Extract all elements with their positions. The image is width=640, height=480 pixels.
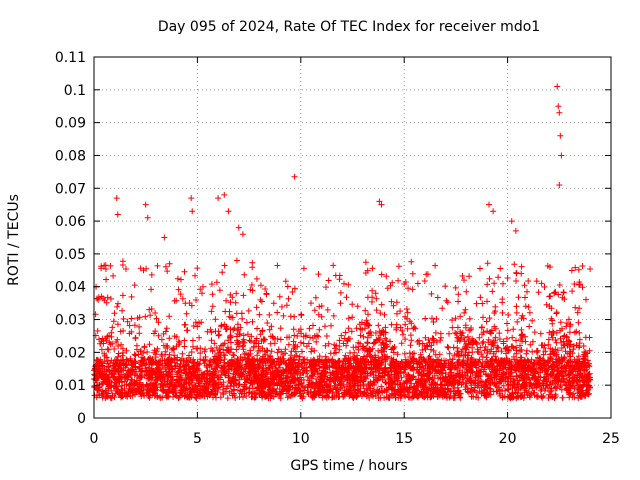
x-tick-label: 0	[90, 431, 99, 447]
y-tick-label: 0.06	[55, 214, 86, 230]
y-tick-label: 0	[77, 411, 86, 427]
roti-spike-point	[142, 201, 149, 208]
y-tick-label: 0.09	[55, 116, 86, 132]
x-axis-title: GPS time / hours	[290, 458, 407, 474]
y-tick-label: 0.08	[55, 148, 86, 164]
roti-spike-point	[512, 227, 519, 234]
roti-spike-point	[556, 181, 563, 188]
roti-spike-point	[554, 83, 561, 90]
roti-spike-point	[225, 208, 232, 215]
x-tick-label: 15	[395, 431, 413, 447]
roti-spike-point	[235, 224, 242, 231]
roti-spike-point	[556, 109, 563, 116]
roti-spike-point	[376, 198, 383, 205]
roti-spike-point	[215, 195, 222, 202]
y-tick-label: 0.05	[55, 247, 86, 263]
y-tick-label: 0.04	[55, 280, 86, 296]
roti-spike-point	[557, 132, 564, 139]
plot-frame	[93, 56, 612, 419]
data-points	[91, 83, 594, 402]
y-tick-label: 0.02	[55, 345, 86, 361]
roti-spike-point	[221, 191, 228, 198]
y-axis-title: ROTI / TECUs	[6, 194, 22, 286]
roti-spike-point	[555, 103, 562, 110]
chart-title: Day 095 of 2024, Rate Of TEC Index for r…	[158, 19, 540, 35]
roti-spike-point	[558, 152, 565, 159]
y-tick-label: 0.01	[55, 378, 86, 394]
roti-spike-point	[95, 296, 102, 303]
roti-spike-point	[485, 201, 492, 208]
roti-spike-point	[188, 195, 195, 202]
roti-spike-point	[161, 234, 168, 241]
x-tick-label: 20	[499, 431, 517, 447]
roti-spike-point	[291, 173, 298, 180]
x-tick-label: 25	[602, 431, 620, 447]
y-tick-label: 0.03	[55, 313, 86, 329]
axes: 0 0.01 0.02 0.03 0.04 0.05 0.06 0.07 0.08 0.09 0.1…	[55, 50, 620, 447]
y-tick-label: 0.07	[55, 181, 86, 197]
roti-spike-point	[490, 208, 497, 215]
roti-spike-point	[239, 231, 246, 238]
roti-spike-point	[144, 214, 151, 221]
roti-spike-point	[114, 211, 121, 218]
x-tick-label: 10	[292, 431, 310, 447]
roti-spike-point	[378, 201, 385, 208]
roti-point-cloud	[91, 257, 594, 402]
x-tick-label: 5	[193, 431, 202, 447]
y-tick-label: 0.1	[64, 83, 86, 99]
roti-spike-point	[508, 218, 515, 225]
roti-spike-point	[189, 208, 196, 215]
roti-spike-point	[113, 195, 120, 202]
y-tick-label: 0.11	[55, 50, 86, 66]
